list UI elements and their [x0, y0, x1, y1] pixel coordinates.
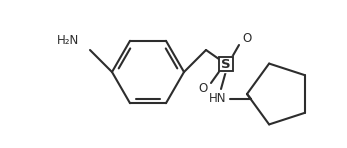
Text: O: O	[198, 82, 208, 95]
Text: H₂N: H₂N	[57, 33, 79, 46]
Text: S: S	[221, 58, 231, 70]
Text: O: O	[242, 33, 252, 45]
Text: S: S	[221, 58, 231, 70]
Text: HN: HN	[209, 92, 227, 106]
Bar	[219, 57, 233, 71]
